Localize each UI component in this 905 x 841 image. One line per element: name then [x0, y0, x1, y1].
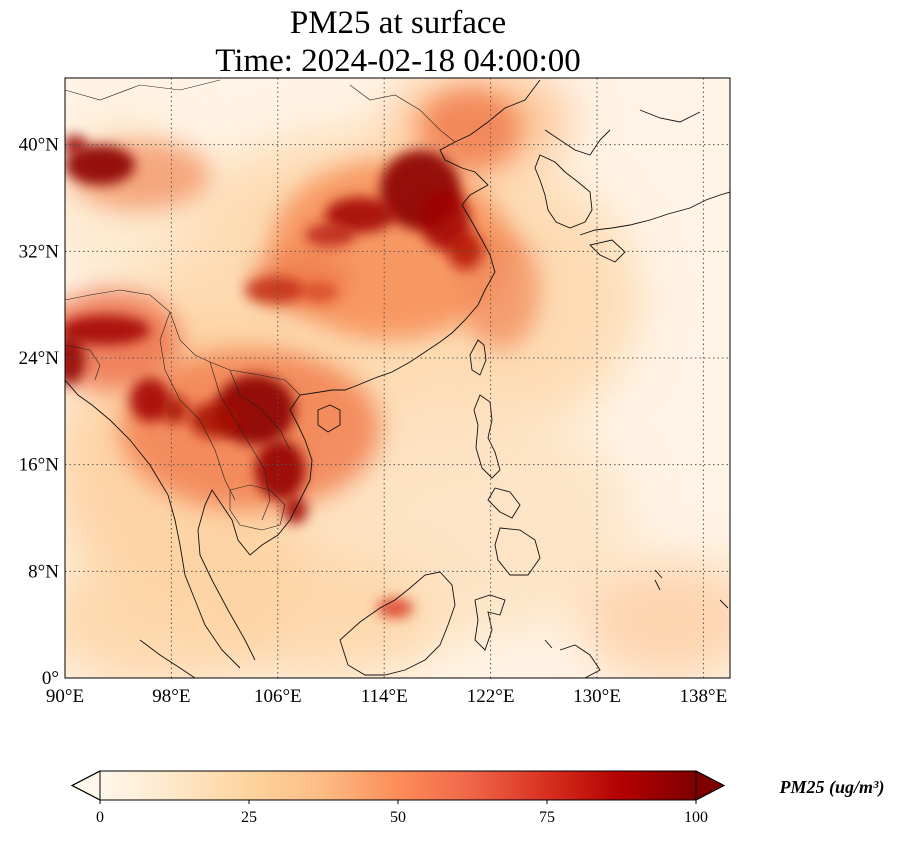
- pm25-field-hotspots: [65, 135, 483, 524]
- gridlines: [65, 78, 730, 678]
- lat-tick-label: 24°N: [19, 348, 60, 369]
- lat-tick-label: 40°N: [19, 135, 60, 156]
- lat-tick-label: 0°: [42, 668, 59, 689]
- longitude-tick-labels: 90°E 98°E 106°E 114°E 122°E 130°E 138°E: [46, 686, 727, 707]
- map-frame: [64, 77, 731, 679]
- lon-tick-label: 106°E: [254, 686, 302, 707]
- map-panel: [65, 78, 730, 678]
- coastlines: [65, 79, 730, 678]
- lat-tick-label: 8°N: [28, 561, 59, 582]
- lon-tick-label: 122°E: [467, 686, 515, 707]
- map-title-line1: PM25 at surface: [290, 5, 506, 41]
- colorbar-tick-label: 75: [539, 809, 555, 826]
- colorbar-tick-label: 50: [390, 809, 406, 826]
- latitude-tick-labels: 0° 8°N 16°N 24°N 32°N 40°N: [19, 135, 60, 689]
- colorbar-label: PM25 (ug/m³): [779, 777, 885, 798]
- colorbar-tick-label: 0: [96, 809, 104, 826]
- colorbar-tick-label: 25: [241, 809, 257, 826]
- lon-tick-label: 98°E: [152, 686, 190, 707]
- map-title-line2: Time: 2024-02-18 04:00:00: [215, 43, 580, 79]
- lon-tick-label: 114°E: [361, 686, 408, 707]
- colorbar-tick-label: 100: [684, 809, 708, 826]
- colorbar-extend-max: [695, 770, 726, 801]
- colorbar-extend-min: [70, 770, 101, 801]
- lon-tick-label: 138°E: [680, 686, 728, 707]
- lon-tick-label: 90°E: [46, 686, 84, 707]
- country-borders: [65, 79, 456, 531]
- lon-tick-label: 130°E: [573, 686, 621, 707]
- lat-tick-label: 32°N: [19, 241, 60, 262]
- lat-tick-label: 16°N: [19, 455, 60, 476]
- colorbar-ticks: 0 25 50 75 100: [96, 800, 708, 826]
- colorbar: 0 25 50 75 100 PM25 (ug/m³): [70, 770, 885, 826]
- colorbar-gradient: [100, 771, 696, 800]
